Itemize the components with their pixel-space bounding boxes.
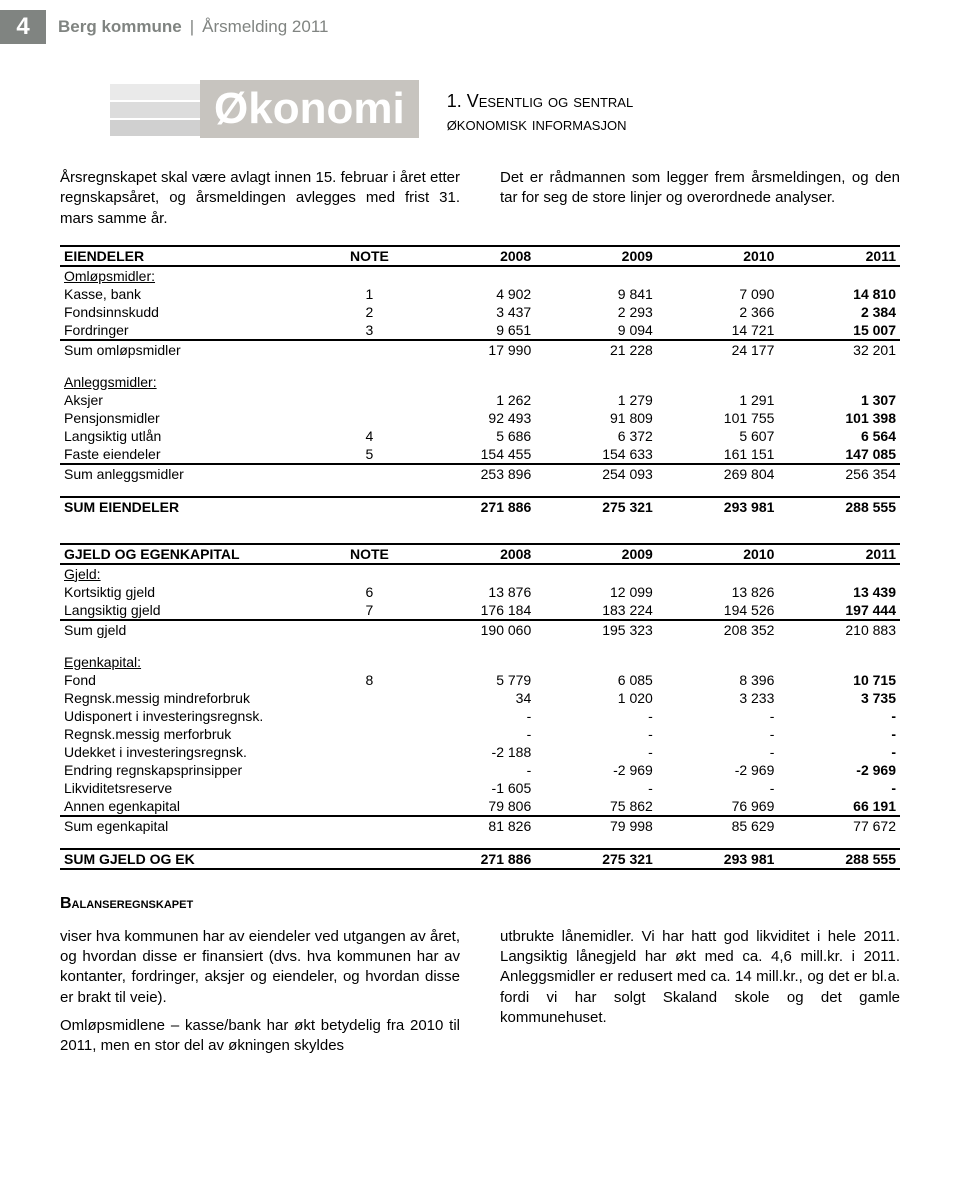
bottom-left-col: viser hva kommunen har av eiendeler ved … [60, 927, 460, 1065]
table-row: Annen egenkapital79 80675 86276 96966 19… [60, 797, 900, 816]
intro-right: Det er rådmannen som legger frem årsmeld… [500, 168, 900, 229]
bottom-heading: Balanseregnskapet [60, 895, 900, 913]
table-row: Kortsiktig gjeld613 87612 09913 82613 43… [60, 583, 900, 601]
balance-table: EIENDELER NOTE 2008 2009 2010 2011 Omløp… [60, 245, 900, 871]
table-row: Kasse, bank14 9029 8417 09014 810 [60, 285, 900, 303]
omlop-subheader: Omløpsmidler: [60, 266, 900, 285]
table-row: Aksjer1 2621 2791 2911 307 [60, 391, 900, 409]
sum-omlop-row: Sum omløpsmidler17 99021 22824 17732 201 [60, 340, 900, 359]
sum-eiendeler-row: SUM EIENDELER271 886275 321293 981288 55… [60, 497, 900, 516]
sum-gjeld-row: Sum gjeld190 060195 323208 352210 883 [60, 620, 900, 639]
table-row: Udekket i investeringsregnsk.-2 188--- [60, 743, 900, 761]
sum-ek-row: Sum egenkapital81 82679 99885 62977 672 [60, 816, 900, 835]
bottom-section: Balanseregnskapet viser hva kommunen har… [60, 895, 900, 1065]
document-title: Årsmelding 2011 [202, 17, 328, 37]
ek-subheader: Egenkapital: [60, 653, 900, 671]
table-row: Udisponert i investeringsregnsk.---- [60, 707, 900, 725]
table-row: Endring regnskapsprinsipper--2 969-2 969… [60, 761, 900, 779]
table-row: Langsiktig utlån45 6866 3725 6076 564 [60, 427, 900, 445]
table-row: Langsiktig gjeld7176 184183 224194 52619… [60, 601, 900, 620]
gjeld-subheader: Gjeld: [60, 564, 900, 583]
sum-gjeld-ek-row: SUM GJELD OG EK271 886275 321293 981288 … [60, 849, 900, 869]
table-row: Faste eiendeler5154 455154 633161 151147… [60, 445, 900, 464]
bottom-right-col: utbrukte lånemidler. Vi har hatt god lik… [500, 927, 900, 1065]
sum-anlegg-row: Sum anleggsmidler253 896254 093269 80425… [60, 464, 900, 483]
table-row: Regnsk.messig merforbruk---- [60, 725, 900, 743]
intro-columns: Årsregnskapet skal være avlagt innen 15.… [60, 168, 900, 229]
municipality-name: Berg kommune [58, 17, 182, 37]
eiendeler-header-row: EIENDELER NOTE 2008 2009 2010 2011 [60, 246, 900, 266]
table-row: Fond85 7796 0858 39610 715 [60, 671, 900, 689]
intro-left: Årsregnskapet skal være avlagt innen 15.… [60, 168, 460, 229]
table-row: Fordringer39 6519 09414 72115 007 [60, 321, 900, 340]
page-number: 4 [0, 10, 46, 44]
header-divider: | [190, 17, 194, 37]
table-row: Likviditetsreserve-1 605--- [60, 779, 900, 797]
section-title: 1. Vesentlig og sentral økonomisk inform… [447, 90, 634, 137]
anlegg-subheader: Anleggsmidler: [60, 373, 900, 391]
page-header: 4 Berg kommune | Årsmelding 2011 [0, 0, 960, 50]
main-title-row: Økonomi 1. Vesentlig og sentral økonomis… [100, 80, 960, 138]
table-row: Pensjonsmidler92 49391 809101 755101 398 [60, 409, 900, 427]
title-tabs [100, 82, 200, 136]
gjeld-ek-header-row: GJELD OG EGENKAPITAL NOTE 2008 2009 2010… [60, 544, 900, 564]
table-row: Fondsinnskudd23 4372 2932 3662 384 [60, 303, 900, 321]
main-title: Økonomi [200, 80, 419, 138]
table-row: Regnsk.messig mindreforbruk341 0203 2333… [60, 689, 900, 707]
